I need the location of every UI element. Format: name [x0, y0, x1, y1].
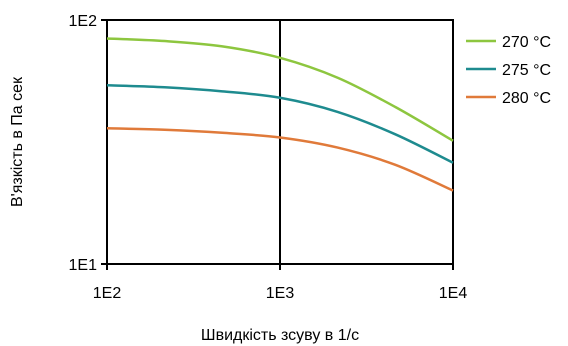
- legend-label-0: 270 °C: [502, 34, 551, 51]
- y-tick-label-0: 1E1: [69, 257, 98, 274]
- x-tick-label-2: 1E4: [439, 285, 468, 302]
- legend: 270 °C 275 °C 280 °C: [466, 34, 551, 107]
- series-line-0: [106, 37, 454, 142]
- x-axis-title: Швидкість зсуву в 1/с: [201, 327, 359, 344]
- x-tick-label-1: 1E3: [266, 285, 295, 302]
- legend-label-2: 280 °C: [502, 90, 551, 107]
- y-tick-label-1: 1E2: [69, 13, 98, 30]
- y-axis-title: В'язкість в Па сек: [9, 76, 26, 207]
- legend-label-1: 275 °C: [502, 62, 551, 79]
- tick-labels: 1E2 1E3 1E4 1E1 1E2: [69, 13, 468, 302]
- plot-area: [101, 19, 454, 270]
- series-line-1: [106, 84, 454, 164]
- series-line-2: [106, 127, 454, 192]
- x-tick-label-0: 1E2: [93, 285, 122, 302]
